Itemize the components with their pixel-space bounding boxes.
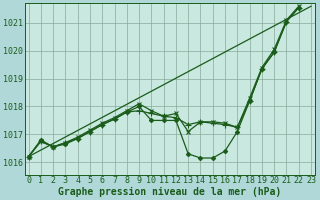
X-axis label: Graphe pression niveau de la mer (hPa): Graphe pression niveau de la mer (hPa) xyxy=(58,186,281,197)
